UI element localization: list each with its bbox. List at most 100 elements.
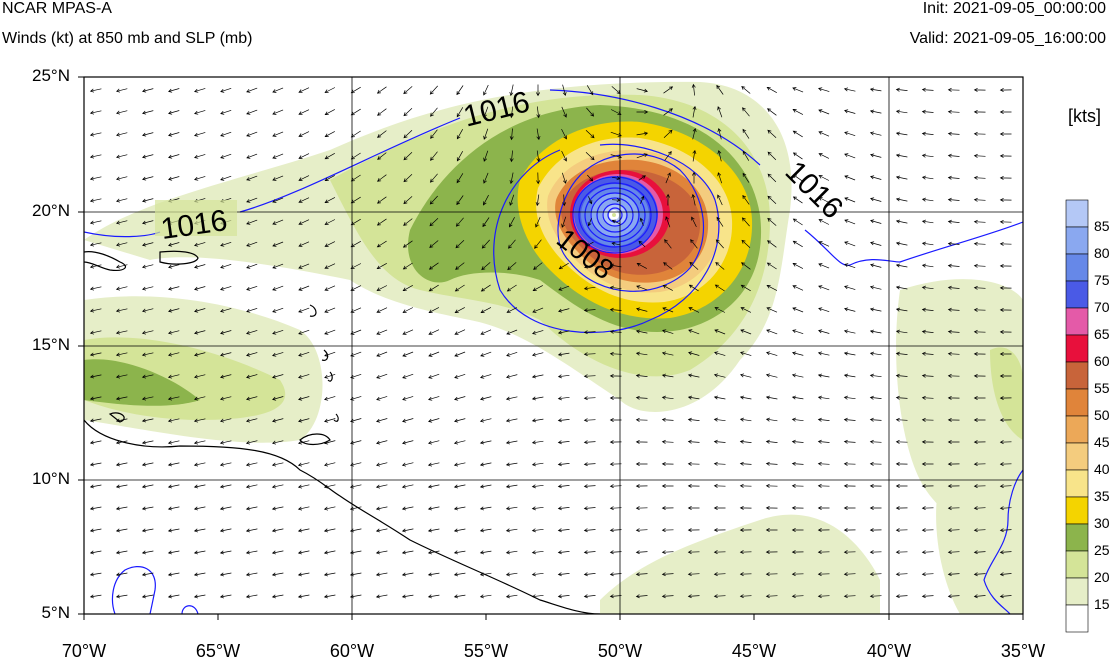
wind-arrow [193,550,206,555]
wind-arrow [999,263,1012,268]
wind-arrow [506,329,518,335]
wind-arrow [792,174,803,182]
wind-arrow [895,285,908,290]
wind-arrow [767,108,777,116]
wind-arrow [272,131,284,137]
wind-arrow [271,462,284,467]
wind-arrow [271,550,284,555]
wind-arrow [661,461,674,466]
wind-arrow [531,550,544,555]
wind-arrow [843,594,856,599]
wind-arrow [947,417,960,422]
wind-arrow [791,351,804,356]
wind-arrow [479,594,492,599]
wind-arrow [663,108,673,116]
wind-arrow [921,263,934,268]
wind-arrow [895,175,908,180]
colorbar-swatch [1065,226,1089,255]
wind-arrow [818,219,830,225]
wind-arrow [427,462,440,467]
wind-arrow [767,129,777,138]
wind-arrow [662,285,673,291]
wind-arrow [609,329,622,334]
wind-arrow [557,572,570,577]
wind-arrow [586,107,595,117]
wind-arrow [505,528,518,533]
wind-arrow [115,352,128,357]
wind-arrow [246,241,258,247]
wind-arrow [636,131,649,136]
wind-arrow [403,196,413,205]
wind-arrow [895,131,908,136]
wind-arrow [636,153,648,159]
lon-label-45w: 45°W [731,641,777,661]
wind-arrow [272,153,284,159]
wind-arrow [376,373,388,379]
wind-arrow [246,219,258,225]
lat-label-5n: 5°N [41,603,70,622]
wind-arrow [640,195,645,204]
wind-arrow [298,87,310,93]
wind-arrow [376,307,388,313]
wind-arrow [843,285,856,290]
wind-arrow [609,373,622,378]
wind-arrow [168,176,180,181]
wind-arrow [115,484,128,489]
wind-arrow [791,395,804,400]
wind-arrow [869,131,882,136]
wind-arrow [609,550,622,555]
wind-arrow [635,594,648,599]
wind-arrow [193,462,206,467]
wind-vectors [89,83,1012,599]
wind-arrow [767,217,777,226]
wind-arrow [323,550,336,555]
wind-arrow [739,351,752,356]
wind-arrow [350,285,362,291]
wind-arrow [869,373,882,378]
wind-arrow [843,373,856,378]
wind-arrow [167,286,180,291]
wind-arrow [869,439,882,444]
wind-arrow [973,484,986,489]
wind-arrow [141,418,154,423]
wind-arrow [245,528,258,533]
wind-arrow [427,506,440,511]
wind-arrow [194,308,206,313]
wind-arrow [220,263,232,269]
wind-arrow [583,550,596,555]
wind-arrow [557,374,570,379]
wind-arrow [509,194,515,206]
wind-arrow [349,484,362,489]
wind-arrow [818,109,830,115]
wind-arrow [324,175,335,181]
wind-arrow [791,572,804,577]
wind-arrow [193,594,206,599]
wind-arrow [324,307,336,313]
wind-arrow [583,330,596,335]
wind-arrow [246,87,258,93]
wind-arrow [635,417,648,422]
wind-arrow [193,418,206,423]
wind-arrow [193,440,206,445]
wind-arrow [534,239,542,249]
wind-arrow [427,484,440,489]
wind-arrow [453,396,466,401]
wind-arrow [691,216,697,228]
wind-arrow [663,129,673,139]
wind-arrow [483,106,489,118]
wind-arrow [272,241,284,247]
wind-arrow [587,174,594,182]
wind-arrow [921,395,934,400]
wind-arrow [193,484,206,489]
wind-arrow [403,174,413,183]
wind-arrow [402,373,414,379]
wind-arrow [115,154,128,159]
wind-arrow [947,87,960,92]
wind-arrow [609,351,622,356]
wind-arrow [817,483,830,488]
wind-arrow [141,528,154,533]
wind-arrow [716,84,724,95]
wind-arrow [661,550,674,555]
wind-arrow [895,395,908,400]
wind-arrow [376,351,388,357]
